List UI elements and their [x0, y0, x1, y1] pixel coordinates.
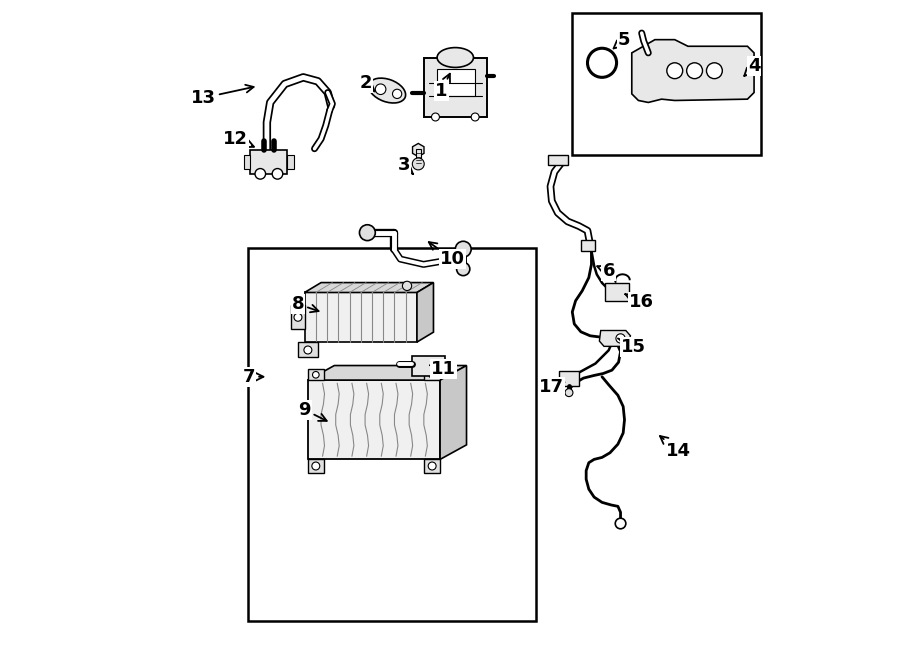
- Circle shape: [272, 169, 283, 179]
- Text: 6: 6: [598, 262, 615, 280]
- Ellipse shape: [437, 48, 473, 67]
- Bar: [548, 155, 568, 165]
- Circle shape: [687, 63, 703, 79]
- Polygon shape: [292, 305, 304, 329]
- Circle shape: [312, 462, 319, 470]
- Circle shape: [392, 89, 401, 98]
- Bar: [416, 149, 421, 166]
- Circle shape: [255, 169, 266, 179]
- Circle shape: [294, 313, 302, 321]
- Circle shape: [431, 113, 439, 121]
- Polygon shape: [424, 369, 440, 380]
- Text: 14: 14: [660, 436, 690, 460]
- Polygon shape: [308, 369, 324, 380]
- Bar: [412, 356, 446, 376]
- Polygon shape: [308, 459, 324, 473]
- Circle shape: [428, 371, 436, 378]
- Circle shape: [456, 262, 470, 276]
- Circle shape: [312, 371, 319, 378]
- Polygon shape: [304, 292, 417, 342]
- Circle shape: [455, 241, 472, 257]
- Bar: [559, 371, 579, 386]
- Circle shape: [375, 84, 386, 95]
- Bar: [424, 58, 487, 117]
- Text: 12: 12: [223, 130, 254, 148]
- Bar: [606, 283, 629, 301]
- Text: 2: 2: [359, 73, 375, 92]
- Text: 13: 13: [191, 85, 254, 107]
- Polygon shape: [440, 366, 466, 459]
- Text: 11: 11: [430, 360, 456, 378]
- Text: 10: 10: [428, 242, 465, 268]
- Polygon shape: [308, 380, 440, 459]
- Polygon shape: [308, 366, 466, 380]
- Circle shape: [667, 63, 683, 79]
- Circle shape: [359, 225, 375, 241]
- Polygon shape: [417, 283, 434, 342]
- Circle shape: [706, 63, 723, 79]
- Ellipse shape: [369, 78, 406, 103]
- Circle shape: [428, 462, 436, 470]
- Text: 17: 17: [538, 377, 564, 396]
- Bar: [436, 69, 475, 96]
- Circle shape: [616, 518, 625, 529]
- Text: 4: 4: [744, 57, 760, 76]
- Bar: [244, 155, 250, 169]
- Text: 7: 7: [243, 368, 264, 386]
- Polygon shape: [424, 459, 440, 473]
- Circle shape: [304, 346, 312, 354]
- Text: 1: 1: [436, 74, 450, 100]
- Circle shape: [412, 158, 424, 170]
- Polygon shape: [304, 283, 434, 292]
- Polygon shape: [632, 40, 754, 102]
- Bar: [248, 248, 536, 621]
- Circle shape: [472, 113, 479, 121]
- Text: 3: 3: [398, 156, 413, 175]
- Circle shape: [565, 389, 573, 397]
- Bar: [250, 150, 287, 174]
- Bar: [572, 13, 760, 155]
- Circle shape: [402, 282, 411, 291]
- Text: 8: 8: [292, 295, 319, 313]
- Circle shape: [616, 334, 625, 343]
- Bar: [580, 240, 596, 251]
- Text: 9: 9: [298, 401, 327, 421]
- Polygon shape: [599, 330, 631, 346]
- Text: 15: 15: [618, 338, 646, 356]
- Polygon shape: [412, 143, 424, 157]
- Polygon shape: [298, 342, 318, 356]
- Text: 5: 5: [614, 30, 630, 49]
- Bar: [287, 155, 294, 169]
- Text: 16: 16: [626, 293, 654, 311]
